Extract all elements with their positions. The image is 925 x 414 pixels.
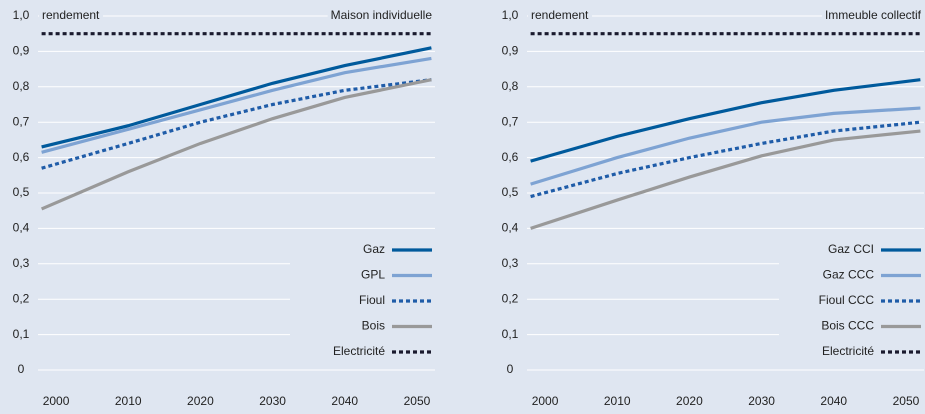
x-tick-label: 2020	[676, 394, 703, 408]
y-tick-label: 0,8	[502, 79, 519, 93]
legend-label: Fioul	[359, 293, 385, 307]
legend-label: Electricité	[822, 344, 874, 358]
line-series	[40, 78, 432, 211]
chart: 0 0,1 0,2 0,3 0,4 0,5 0,6 0,7 0,8 0,9 1,0 2000 2010 2…	[502, 7, 925, 408]
y-tick-label: 0	[507, 362, 514, 376]
y-tick-label: 1,0	[502, 8, 519, 22]
line-series	[41, 56, 432, 154]
legend-label: Fioul CCC	[819, 293, 875, 307]
x-tick-label: 2050	[893, 394, 920, 408]
line-series	[41, 46, 432, 149]
y-tick-label: 0,8	[13, 79, 30, 93]
y-tick-label: 0,1	[13, 327, 30, 341]
y-tick-label: 0,9	[502, 44, 519, 58]
legend-label: Bois CCC	[821, 319, 874, 333]
label-background	[821, 7, 925, 24]
label-background	[327, 7, 436, 24]
y-tick-label: 1,0	[13, 8, 30, 22]
y-axis-label: rendement	[42, 8, 100, 22]
legend-label: Bois	[362, 319, 385, 333]
x-tick-label: 2010	[604, 394, 631, 408]
x-tick-label: 2040	[820, 394, 847, 408]
x-tick-label: 2000	[532, 394, 559, 408]
y-tick-label: 0,2	[502, 291, 519, 305]
x-tick-label: 2000	[43, 394, 70, 408]
line-series	[530, 129, 921, 230]
label-background	[528, 7, 593, 24]
x-tick-label: 2040	[331, 394, 358, 408]
y-tick-label: 0	[18, 362, 25, 376]
y-tick-label: 0,7	[13, 114, 30, 128]
y-tick-label: 0,9	[13, 44, 30, 58]
x-tick-label: 2030	[259, 394, 286, 408]
x-tick-label: 2050	[404, 394, 431, 408]
y-tick-label: 0,7	[502, 114, 519, 128]
legend-label: GPL	[361, 268, 385, 282]
y-tick-label: 0,3	[13, 256, 30, 270]
y-tick-label: 0,5	[13, 185, 30, 199]
line-series	[530, 106, 921, 186]
y-tick-label: 0,6	[13, 150, 30, 164]
line-series	[530, 78, 921, 163]
legend-label: Gaz CCI	[828, 242, 874, 256]
legend-label: Electricité	[333, 344, 385, 358]
y-tick-label: 0,4	[13, 221, 30, 235]
legend-background	[290, 236, 435, 370]
y-tick-label: 0,5	[502, 185, 519, 199]
label-background	[39, 7, 104, 24]
y-tick-label: 0,2	[13, 291, 30, 305]
y-tick-label: 0,1	[502, 327, 519, 341]
x-tick-label: 2010	[115, 394, 142, 408]
legend-label: Gaz CCC	[823, 268, 875, 282]
chart-title: Immeuble collectif	[825, 8, 922, 22]
x-tick-label: 2030	[748, 394, 775, 408]
y-tick-label: 0,3	[502, 256, 519, 270]
y-axis-label: rendement	[531, 8, 589, 22]
line-series	[530, 120, 921, 199]
legend-background	[779, 236, 924, 370]
chart-title: Maison individuelle	[331, 8, 433, 22]
y-tick-label: 0,6	[502, 150, 519, 164]
x-tick-label: 2020	[187, 394, 214, 408]
legend-label: Gaz	[363, 242, 385, 256]
chart: 0 0,1 0,2 0,3 0,4 0,5 0,6 0,7 0,8 0,9 1,0 2000 2010 2…	[13, 7, 436, 408]
y-tick-label: 0,4	[502, 221, 519, 235]
